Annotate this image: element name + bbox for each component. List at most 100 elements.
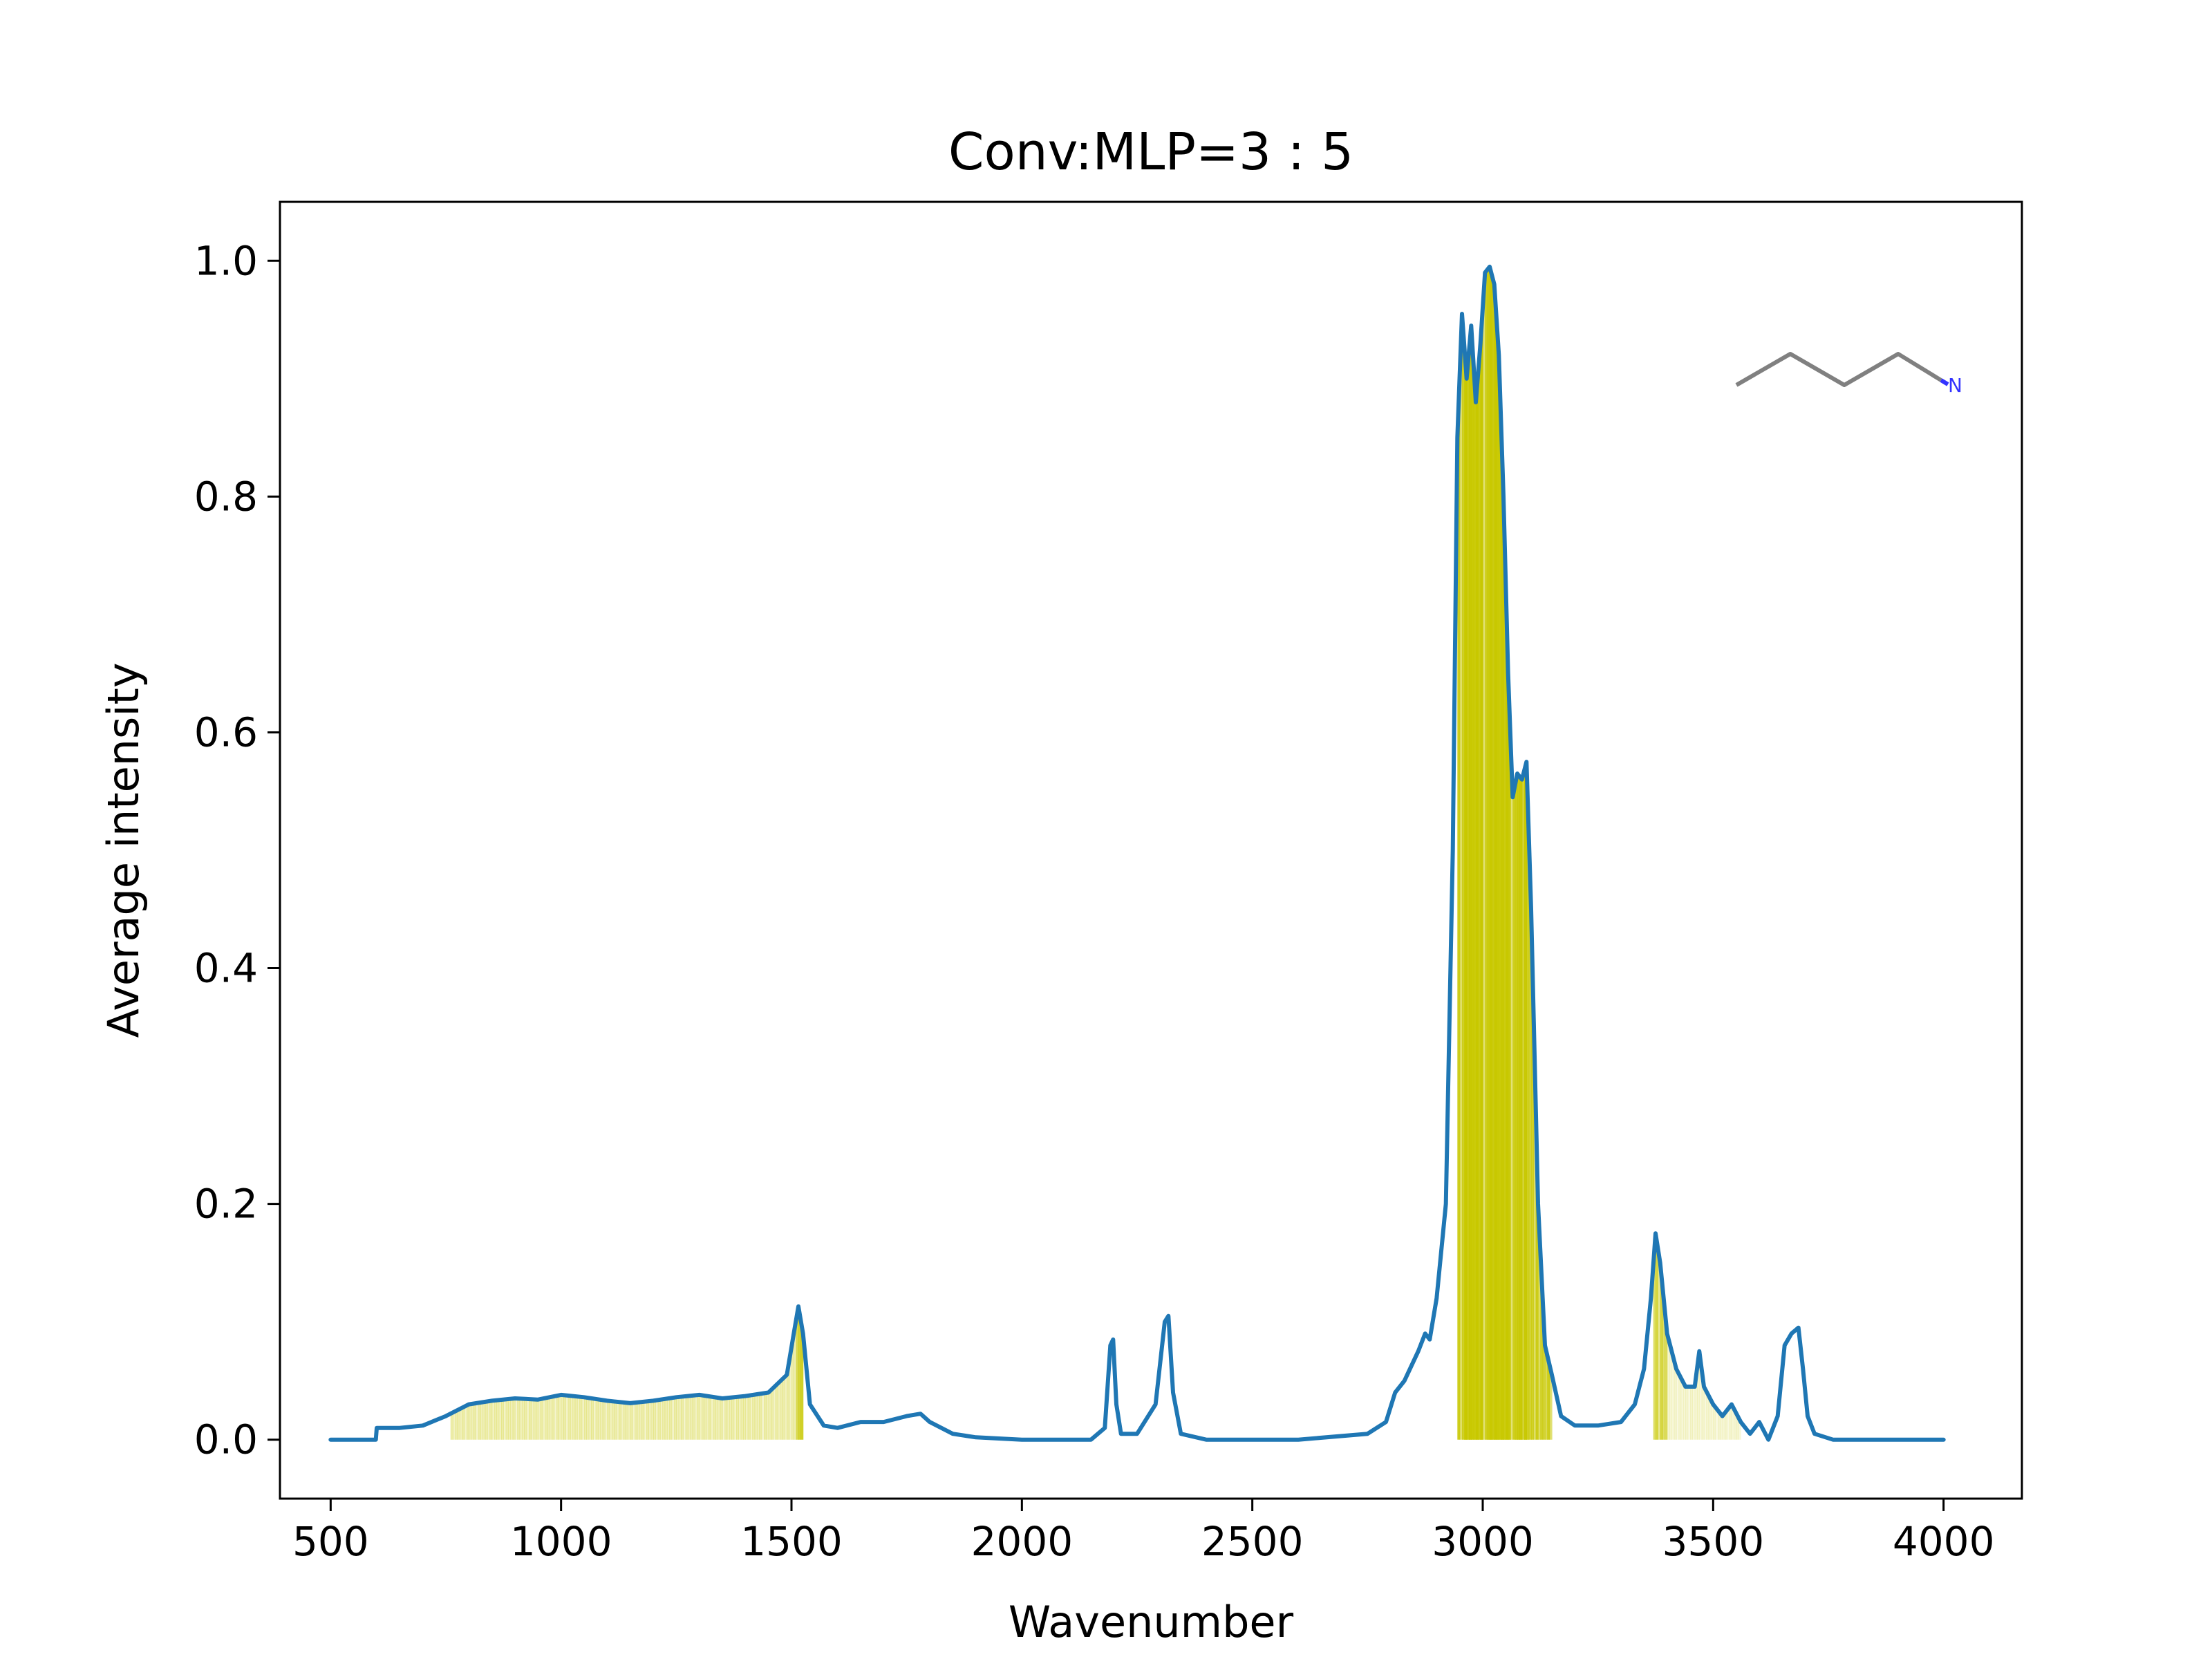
attention-band <box>581 1397 585 1440</box>
attention-band <box>1494 301 1497 1440</box>
attention-band <box>722 1398 725 1440</box>
attention-band <box>570 1396 573 1440</box>
attention-band <box>1708 1397 1712 1440</box>
attention-band <box>1706 1393 1709 1440</box>
attention-band <box>584 1397 587 1440</box>
attention-band <box>1478 357 1481 1440</box>
attention-band <box>632 1403 635 1440</box>
attention-band <box>736 1396 739 1440</box>
attention-band <box>519 1398 523 1440</box>
attention-band <box>635 1403 638 1440</box>
attention-band <box>678 1396 682 1440</box>
attention-band <box>471 1403 474 1440</box>
attention-band <box>1469 339 1472 1440</box>
attention-band <box>780 1380 783 1440</box>
attention-band <box>1506 629 1509 1440</box>
attention-band <box>1517 775 1520 1440</box>
attention-band <box>508 1398 511 1440</box>
attention-band <box>1727 1408 1730 1440</box>
attention-band <box>787 1367 790 1440</box>
attention-band <box>733 1397 737 1440</box>
attention-band <box>462 1407 465 1440</box>
attention-band <box>1665 1322 1668 1440</box>
attention-band <box>464 1406 467 1440</box>
attention-band <box>474 1403 476 1440</box>
spectrum-line <box>328 264 1946 1442</box>
attention-band <box>1528 872 1532 1440</box>
attention-band <box>602 1400 606 1440</box>
y-tick-label: 0.4 <box>194 945 258 992</box>
attention-band <box>1501 461 1504 1440</box>
attention-band <box>478 1403 481 1440</box>
attention-band <box>1674 1365 1677 1440</box>
attention-band <box>545 1398 548 1440</box>
attention-band <box>1722 1414 1725 1440</box>
molecule-atom-n: N <box>1948 374 1962 397</box>
y-axis-label: Average intensity <box>98 662 149 1038</box>
attention-band <box>1699 1360 1703 1440</box>
attention-band <box>669 1398 673 1440</box>
chart-title: Conv:MLP=3 : 5 <box>948 122 1353 182</box>
attention-band <box>745 1396 749 1440</box>
attention-band <box>1685 1386 1689 1440</box>
attention-band <box>607 1400 610 1440</box>
attention-band <box>522 1398 525 1440</box>
attention-band <box>715 1397 718 1440</box>
attention-band <box>619 1402 621 1440</box>
attention-band <box>759 1394 762 1440</box>
attention-band <box>623 1403 626 1440</box>
attention-band <box>1519 778 1523 1440</box>
attention-band <box>577 1396 580 1440</box>
attention-band <box>1476 387 1479 1440</box>
attention-band <box>644 1401 647 1440</box>
attention-band <box>1725 1412 1727 1440</box>
attention-band <box>648 1400 652 1440</box>
attention-band <box>1549 1369 1553 1440</box>
attention-band <box>1697 1360 1700 1440</box>
attention-band <box>588 1398 592 1440</box>
attention-band <box>543 1398 545 1440</box>
attention-band <box>1531 958 1534 1440</box>
attention-band <box>1545 1350 1548 1440</box>
y-tick-label: 1.0 <box>194 237 258 284</box>
attention-band <box>1521 775 1525 1440</box>
attention-band <box>630 1403 633 1440</box>
attention-band <box>1473 383 1477 1440</box>
attention-band <box>657 1400 661 1440</box>
attention-band <box>724 1398 728 1440</box>
y-tick-label: 0.8 <box>194 473 258 520</box>
attention-band <box>1667 1338 1670 1440</box>
attention-band <box>754 1394 758 1440</box>
attention-band <box>1736 1415 1739 1440</box>
attention-band <box>764 1393 767 1440</box>
attention-band <box>1656 1240 1658 1440</box>
attention-band <box>646 1401 649 1440</box>
attention-band <box>743 1396 746 1440</box>
attention-band <box>612 1401 615 1440</box>
attention-band <box>626 1403 628 1440</box>
attention-band <box>469 1404 472 1440</box>
x-tick-label: 1000 <box>510 1518 612 1565</box>
attention-band <box>1547 1360 1550 1440</box>
attention-band <box>1729 1405 1732 1440</box>
attention-band <box>766 1392 769 1440</box>
attention-band <box>1715 1408 1718 1440</box>
attention-band <box>554 1396 557 1440</box>
x-axis-ticks: 500 1000 1500 2000 2500 3000 3500 4000 <box>292 1499 1994 1565</box>
attention-band <box>761 1393 765 1440</box>
attention-band <box>1676 1371 1679 1440</box>
attention-band <box>591 1398 594 1440</box>
attention-band <box>552 1396 555 1440</box>
attention-band <box>515 1398 518 1440</box>
molecule-n-bond <box>1940 378 1949 386</box>
attention-band <box>720 1398 723 1440</box>
attention-band <box>752 1394 756 1440</box>
attention-band <box>771 1389 774 1440</box>
attention-band <box>1466 365 1470 1440</box>
attention-band <box>586 1398 590 1440</box>
attention-band <box>572 1396 576 1440</box>
attention-band <box>1718 1412 1721 1440</box>
attention-band <box>695 1395 697 1440</box>
attention-band <box>662 1399 666 1440</box>
